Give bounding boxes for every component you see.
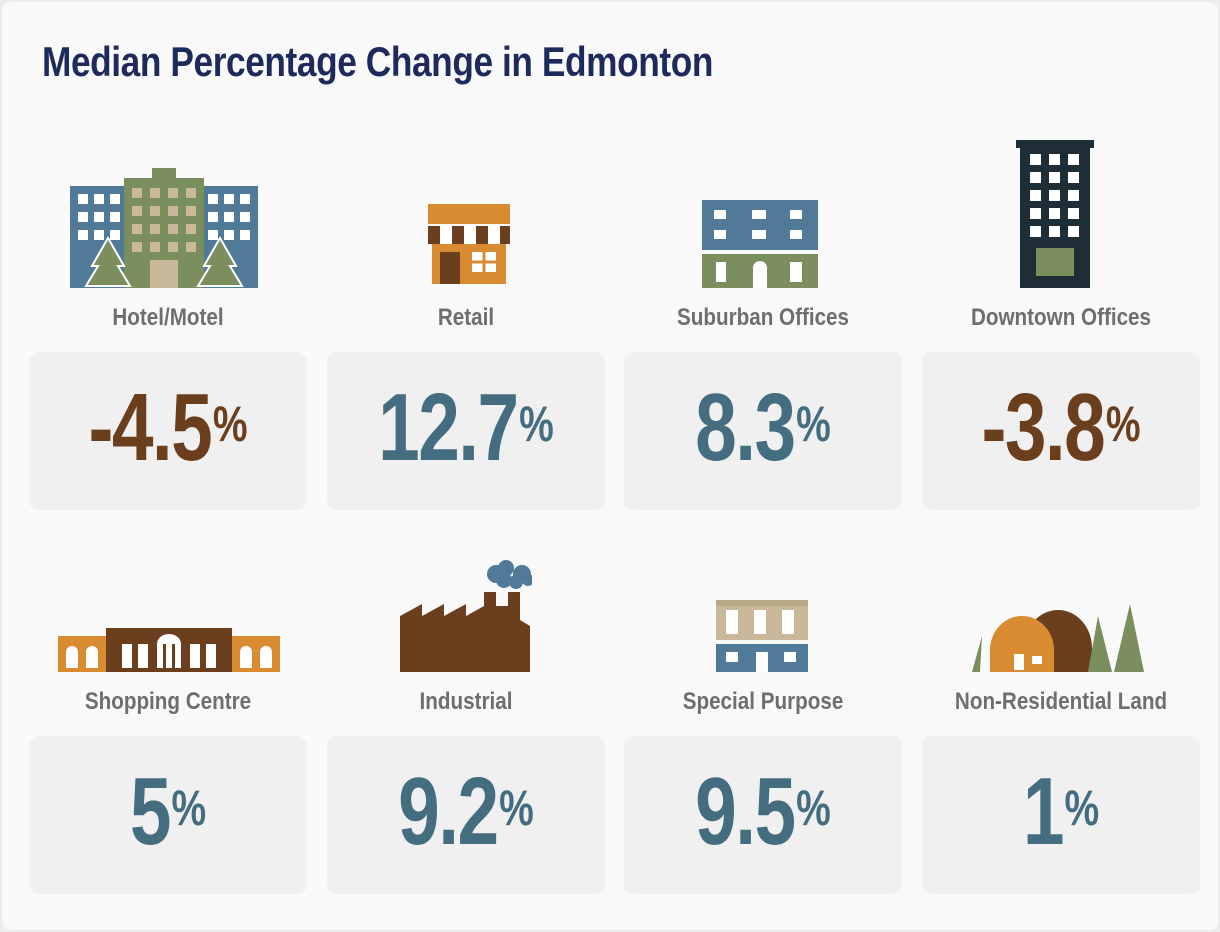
value-number: 1 xyxy=(1022,758,1065,865)
land-with-trees-icon xyxy=(972,604,1144,672)
value-number: 8.3 xyxy=(695,374,796,481)
value-number: 12.7 xyxy=(378,374,519,481)
tile-label-non-residential-land: Non-Residential Land xyxy=(954,688,1168,715)
percent-sign: % xyxy=(171,780,207,836)
value-box-non-residential-land: 1% xyxy=(922,736,1200,894)
page-title: Median Percentage Change in Edmonton xyxy=(42,38,713,85)
hotel-building-icon xyxy=(70,168,258,288)
value-number: 9.2 xyxy=(398,758,499,865)
office-tower-icon xyxy=(1016,140,1094,288)
value-shopping-centre: 5% xyxy=(60,764,277,860)
storefront-icon xyxy=(428,204,510,284)
special-purpose-building-icon xyxy=(716,600,808,672)
factory-icon xyxy=(400,560,532,672)
value-hotel-motel: -4.5% xyxy=(60,380,277,476)
value-box-retail: 12.7% xyxy=(327,352,605,510)
value-box-downtown-offices: -3.8% xyxy=(922,352,1200,510)
tile-label-hotel-motel: Hotel/Motel xyxy=(112,304,224,331)
value-box-shopping-centre: 5% xyxy=(29,736,307,894)
value-box-hotel-motel: -4.5% xyxy=(29,352,307,510)
percent-sign: % xyxy=(796,396,831,452)
percent-sign: % xyxy=(1105,396,1141,452)
tile-label-retail: Retail xyxy=(437,304,495,331)
value-box-special-purpose: 9.5% xyxy=(624,736,902,894)
value-retail: 12.7% xyxy=(358,380,575,476)
value-suburban-offices: 8.3% xyxy=(655,380,872,476)
value-box-industrial: 9.2% xyxy=(327,736,605,894)
value-number: -4.5 xyxy=(88,374,212,481)
value-box-suburban-offices: 8.3% xyxy=(624,352,902,510)
shopping-mall-icon xyxy=(58,628,280,672)
value-number: -3.8 xyxy=(981,374,1105,481)
value-number: 5 xyxy=(129,758,172,865)
tile-label-shopping-centre: Shopping Centre xyxy=(84,688,252,715)
percent-sign: % xyxy=(499,780,534,836)
value-industrial: 9.2% xyxy=(358,764,575,860)
percent-sign: % xyxy=(1064,780,1100,836)
tile-label-downtown-offices: Downtown Offices xyxy=(970,304,1152,331)
low-rise-office-icon xyxy=(702,200,818,288)
percent-sign: % xyxy=(212,396,248,452)
tile-label-industrial: Industrial xyxy=(419,688,513,715)
percent-sign: % xyxy=(519,396,554,452)
percent-sign: % xyxy=(796,780,831,836)
tile-label-special-purpose: Special Purpose xyxy=(682,688,844,715)
value-downtown-offices: -3.8% xyxy=(953,380,1170,476)
value-non-residential-land: 1% xyxy=(953,764,1170,860)
value-special-purpose: 9.5% xyxy=(655,764,872,860)
value-number: 9.5 xyxy=(695,758,796,865)
tile-label-suburban-offices: Suburban Offices xyxy=(676,304,850,331)
